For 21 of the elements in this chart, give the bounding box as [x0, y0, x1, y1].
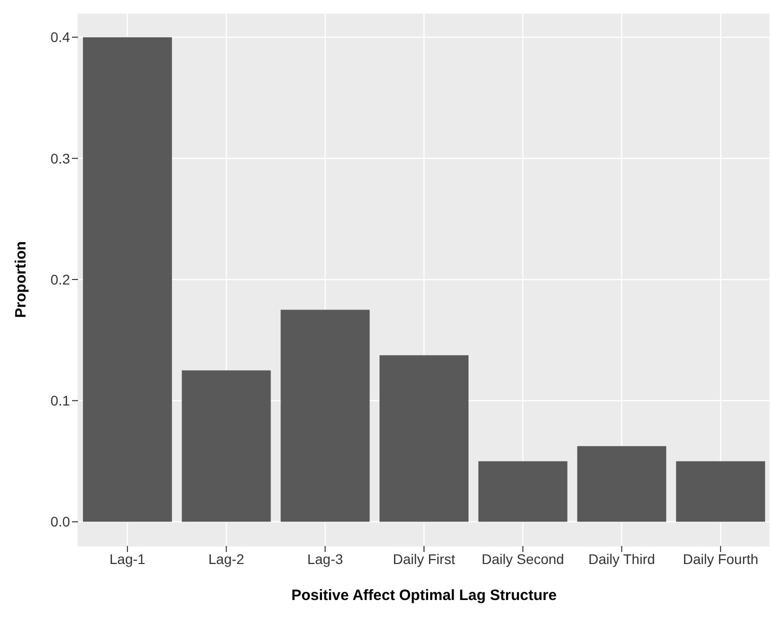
y-axis-title: Proportion: [12, 241, 30, 318]
x-tick-label: Daily Fourth: [682, 550, 758, 567]
bar: [182, 370, 271, 522]
y-tick-label: 0.0: [50, 514, 70, 530]
bar: [676, 461, 766, 522]
y-tick-label: 0.3: [50, 150, 70, 166]
x-tick-label: Lag-2: [208, 550, 244, 567]
bar: [577, 446, 666, 522]
bar: [380, 355, 469, 522]
y-tick-label: 0.1: [50, 392, 70, 409]
bar: [478, 461, 568, 522]
x-tick-label: Daily Second: [482, 550, 564, 567]
x-tick-label: Lag-1: [110, 550, 146, 567]
bar: [82, 37, 172, 522]
y-tick-label: 0.2: [50, 271, 70, 288]
bar: [280, 310, 370, 522]
x-tick-label: Lag-3: [307, 550, 344, 567]
x-axis-title: Positive Affect Optimal Lag Structure: [291, 587, 557, 604]
y-tick-label: 0.4: [50, 29, 70, 46]
x-tick-label: Daily Third: [588, 550, 656, 567]
x-tick-label: Daily First: [392, 550, 456, 567]
